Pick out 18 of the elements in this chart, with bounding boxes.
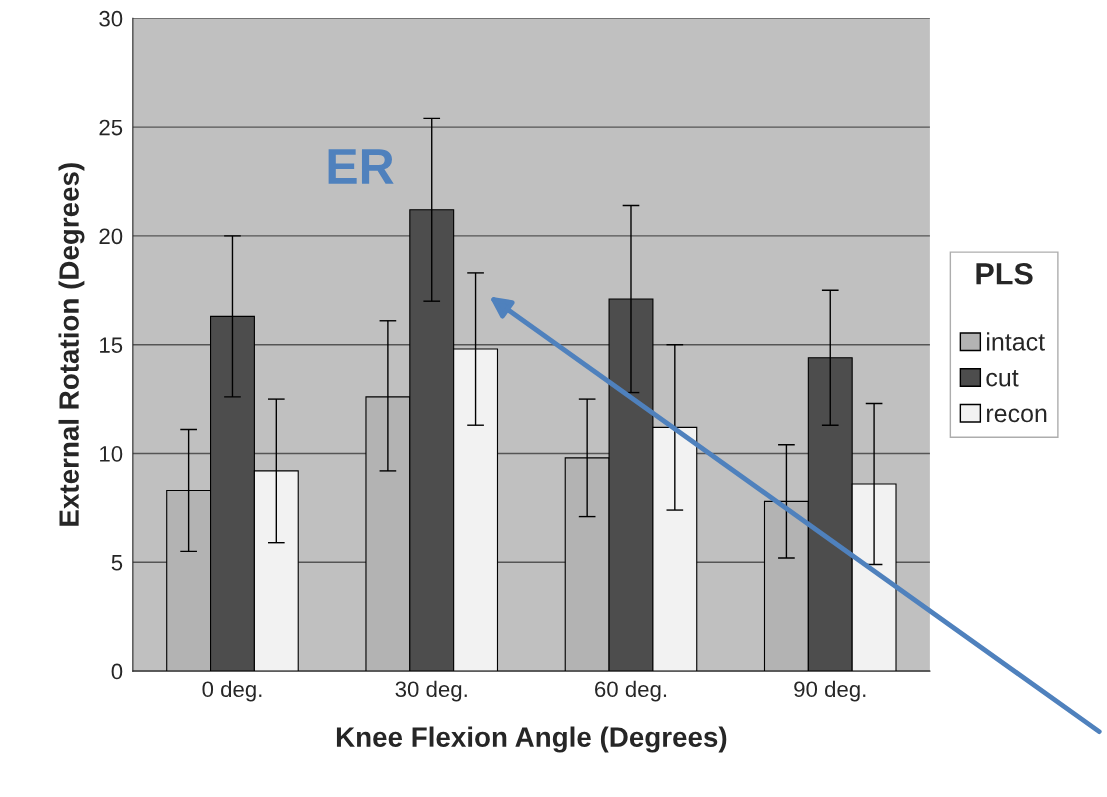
y-tick-label: 0 (111, 663, 123, 680)
legend-label: cut (986, 370, 1019, 387)
legend-label: intact (987, 332, 1045, 351)
x-tick-label: 0 deg. (202, 680, 262, 702)
legend-label: recon (987, 408, 1047, 423)
y-tick-label: 15 (100, 337, 123, 353)
y-tick-label: 5 (111, 555, 123, 571)
y-tick-label: 30 (99, 10, 123, 27)
annotation: ER (328, 149, 394, 184)
legend-title: PLS (976, 262, 1033, 285)
x-tick-label: 60 deg. (595, 680, 667, 702)
x-axis-title: Knee Flexion Angle (Degrees) (336, 726, 727, 753)
y-tick-label: 10 (100, 446, 123, 462)
x-tick-label: 90 deg. (794, 680, 866, 702)
y-tick-label: 25 (99, 119, 123, 136)
x-tick-label: 30 deg. (395, 680, 467, 702)
y-axis-title: External Rotation (Degrees) (58, 163, 85, 526)
y-tick-label: 20 (99, 228, 123, 245)
